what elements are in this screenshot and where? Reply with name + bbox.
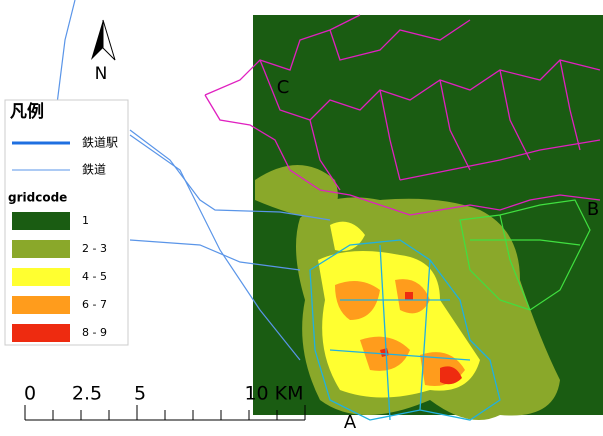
legend-class-label: 2 - 3	[82, 242, 107, 255]
north-arrow-shape	[91, 20, 103, 60]
region-label: B	[587, 199, 599, 220]
legend-class-label: 4 - 5	[82, 270, 107, 283]
region-label: C	[277, 77, 290, 98]
legend-title: 凡例	[10, 101, 44, 122]
legend-swatch	[12, 324, 70, 342]
scale-label: 0	[24, 383, 36, 405]
legend-class-label: 6 - 7	[82, 298, 107, 311]
legend-field: gridcode	[8, 191, 67, 205]
north-label: N	[95, 64, 108, 84]
legend-swatch	[12, 296, 70, 314]
map: N 凡例 gridcode 鉄道駅鉄道 1 2 - 3 4 - 5 6 - 7 8 - 9…	[0, 0, 603, 436]
legend-swatch	[12, 240, 70, 258]
legend-swatch	[12, 212, 70, 230]
legend-line-label: 鉄道駅	[82, 135, 118, 150]
north-arrow: N	[91, 20, 115, 84]
scale-label: 5	[134, 383, 146, 405]
scale-label: 2.5	[72, 383, 102, 405]
region-label: A	[344, 412, 357, 433]
scale-label: 10 KM	[244, 383, 303, 405]
basemap	[205, 15, 603, 420]
legend-line-label: 鉄道	[82, 162, 106, 177]
legend-class-label: 1	[82, 214, 89, 227]
legend-swatch	[12, 268, 70, 286]
north-arrow-shape	[103, 20, 115, 60]
legend-class-label: 8 - 9	[82, 326, 107, 339]
